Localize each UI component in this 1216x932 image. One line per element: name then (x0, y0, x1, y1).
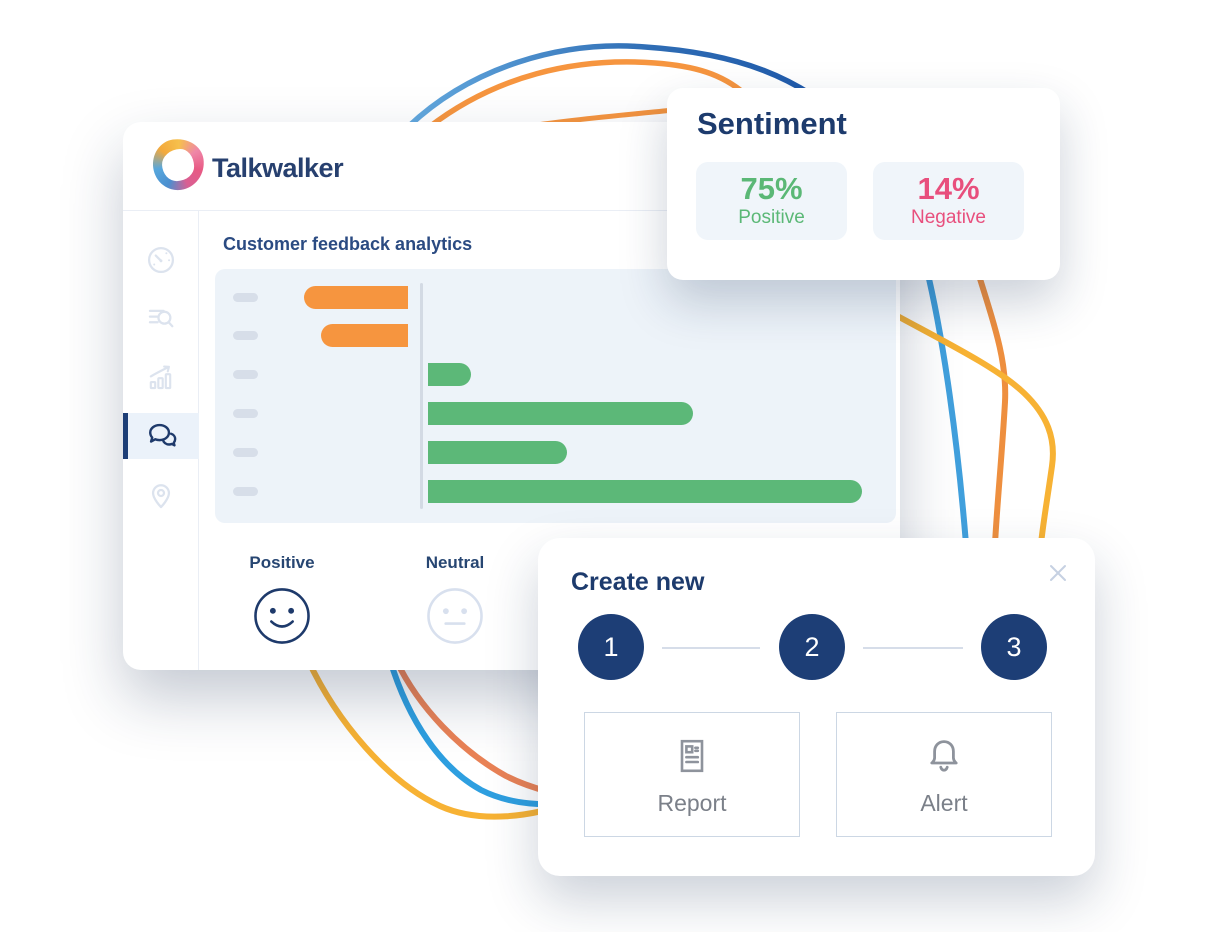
option-label-report: Report (657, 790, 727, 816)
curve-orange-arc (425, 59, 748, 131)
curve-yellow-right (887, 309, 1056, 547)
category-label-pill (233, 292, 258, 302)
curve-navy-arc (405, 43, 861, 135)
bar-positive (428, 440, 567, 464)
stat-value-positive: 75% (740, 170, 803, 206)
talkwalker-logo-icon (149, 135, 208, 194)
option-card-report[interactable]: Report (584, 712, 800, 837)
category-label-pill (233, 370, 258, 380)
sidebar-item-analytics[interactable] (123, 354, 199, 400)
sentiment-title: Sentiment (697, 106, 847, 141)
close-button[interactable] (1043, 558, 1073, 588)
step-connector-2 (863, 647, 963, 649)
step-connector-1 (662, 647, 760, 649)
step-number-2: 2 (804, 631, 820, 662)
chart-panel (215, 269, 896, 523)
list-search-icon (148, 309, 174, 328)
step-circle-2[interactable]: 2 (779, 614, 845, 680)
curve-sky-right (923, 263, 969, 547)
stat-label-negative: Negative (911, 207, 986, 229)
map-pin-icon (151, 484, 171, 509)
category-label-pill (233, 447, 258, 457)
modal-title: Create new (571, 568, 705, 596)
sidebar (123, 211, 199, 670)
smiley-positive-icon (254, 588, 310, 644)
chart-zero-axis (420, 283, 423, 509)
stat-value-negative: 14% (917, 170, 980, 206)
legend-label-positive: Positive (249, 553, 315, 572)
legend-label-neutral: Neutral (425, 553, 485, 572)
trend-chart-icon (149, 365, 172, 390)
dashboard-header: Talkwalker (123, 122, 900, 211)
chat-bubbles-icon (149, 423, 177, 447)
sidebar-item-search[interactable] (123, 295, 199, 341)
smiley-neutral-icon (427, 588, 483, 644)
option-card-alert[interactable]: Alert (836, 712, 1052, 837)
legend-item-positive[interactable]: Positive (217, 553, 347, 652)
create-new-modal: Create new 1 2 3 Report (538, 538, 1095, 876)
bell-icon (930, 740, 958, 772)
report-document-icon (680, 739, 704, 773)
sidebar-item-dashboard[interactable] (123, 237, 199, 283)
bar-negative (321, 324, 408, 348)
step-circle-1[interactable]: 1 (578, 614, 644, 680)
step-number-1: 1 (603, 631, 619, 662)
curve-orange-right (973, 263, 1009, 547)
curve-yellow-bottom (305, 657, 579, 820)
legend-item-neutral[interactable]: Neutral (390, 553, 520, 652)
step-number-3: 3 (1006, 631, 1022, 662)
stat-label-positive: Positive (738, 207, 805, 229)
sentiment-card: Sentiment 75% Positive 14% Negative (667, 88, 1060, 280)
gauge-icon (147, 246, 175, 274)
page-title: Customer feedback analytics (223, 234, 473, 254)
sidebar-item-locations[interactable] (123, 473, 199, 519)
category-label-pill (233, 331, 258, 341)
option-label-alert: Alert (920, 790, 968, 816)
bar-positive (428, 401, 693, 425)
sentiment-stat-negative: 14% Negative (873, 162, 1024, 240)
close-icon (1050, 565, 1066, 581)
sidebar-item-conversations[interactable] (123, 413, 199, 459)
sentiment-stat-positive: 75% Positive (696, 162, 847, 240)
category-label-pill (233, 408, 258, 418)
bar-positive (428, 479, 862, 503)
step-circle-3[interactable]: 3 (981, 614, 1047, 680)
category-label-pill (233, 486, 258, 496)
bar-negative (303, 285, 408, 309)
bar-positive (428, 363, 472, 387)
brand-name: Talkwalker (212, 153, 344, 183)
